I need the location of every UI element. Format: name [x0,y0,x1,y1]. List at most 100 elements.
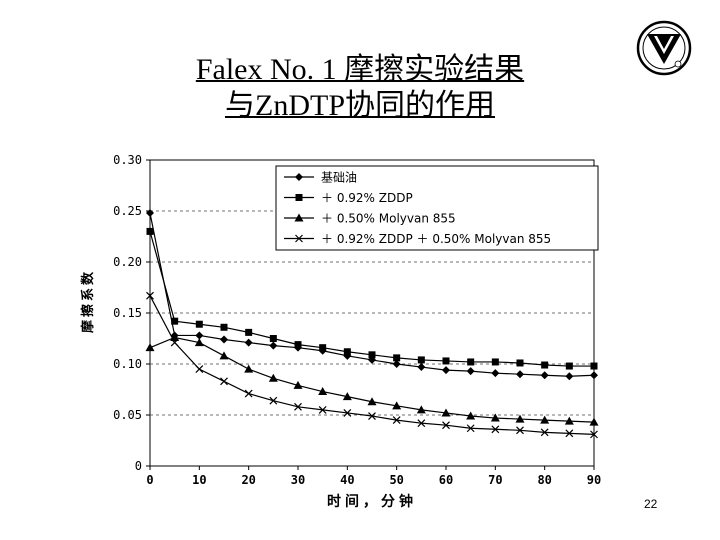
series-2-point [195,320,203,328]
series-3-point [342,392,352,401]
y-tick-label: 0.30 [113,153,142,167]
series-2-point [590,362,598,370]
x-tick-label: 0 [146,473,153,487]
x-tick-label: 80 [537,473,551,487]
series-3-point [145,343,155,352]
series-4-point [466,424,475,433]
series-4-point [516,426,524,435]
series-4-point [565,429,574,438]
series-4-point [392,416,401,425]
series-4-point [590,430,598,439]
series-1-point [392,360,401,368]
series-4-point [195,365,204,374]
y-tick-label: 0.20 [113,255,142,269]
legend-box [275,165,599,251]
series-2-point [565,362,573,370]
x-tick-label: 10 [192,473,206,487]
y-tick-label: 0.25 [113,204,142,218]
x-axis-label: 时间，分钟 [327,493,417,510]
page-number: 22 [644,497,658,511]
x-tick-label: 20 [241,473,255,487]
series-2-point [294,341,302,349]
series-2-point [491,358,499,366]
title-line-1: Falex No. 1 摩擦实验结果 [195,53,525,86]
series-1-point [244,338,253,347]
series-3-point [244,364,254,373]
series-4-point [170,338,179,347]
x-tick-label: 60 [439,473,453,487]
series-2-point [319,344,327,352]
series-1-point [565,372,574,381]
series-1-point [590,371,598,380]
legend-marker-2 [295,194,303,201]
series-1-point [516,370,524,379]
series-2-point [343,348,351,356]
series-2-point [368,351,376,359]
series-4-point [220,377,228,386]
x-tick-label: 30 [291,473,305,487]
legend-marker-4 [295,234,303,243]
legend-label-2: ＋ 0.92% ZDDP [321,191,413,205]
series-1-point [269,341,278,350]
series-4-point [294,402,302,411]
series-4-point [244,389,253,398]
series-line-4 [149,295,595,435]
series-line-3 [149,336,595,423]
series-3-point [194,338,204,347]
series-3-point [392,401,402,410]
series-2-point [516,359,524,367]
title-line-2: 与ZnDTP协同的作用 [225,89,495,122]
series-2-point [541,361,549,369]
series-2-point [171,317,179,325]
series-1-point [442,366,450,375]
y-tick-label: 0.15 [113,306,142,320]
series-3-point [441,408,451,417]
series-3-point [367,397,377,406]
series-4-point [318,405,327,414]
series-2-point [442,357,450,365]
series-2-point [245,328,253,336]
x-tick-label: 70 [488,473,502,487]
legend-label-4: ＋ 0.92% ZDDP ＋ 0.50% Molyvan 855 [321,232,551,246]
series-3-point [589,417,599,426]
series-3-point [466,411,476,420]
series-4-point [540,428,549,437]
series-4-point [442,421,450,430]
series-3-point [268,373,278,382]
x-tick-label: 40 [340,473,354,487]
series-1-point [146,209,154,218]
series-4-point [368,412,376,420]
series-2-point [393,354,401,362]
y-tick-label: 0.05 [113,408,142,422]
legend-marker-3 [294,213,304,222]
series-4-point [491,425,500,434]
y-tick-label: 0.10 [113,357,142,371]
x-tick-label: 90 [587,473,601,487]
slide-title: Falex No. 1 摩擦实验结果 与ZnDTP协同的作用 [140,52,580,124]
series-3-point [564,416,574,425]
series-2-point [269,335,277,342]
x-tick-label: 50 [389,473,403,487]
legend-label-3: ＋ 0.50% Molyvan 855 [321,212,456,226]
series-3-point [293,380,303,389]
series-1-point [466,367,475,376]
company-logo-icon [636,20,692,76]
legend-marker-1 [295,173,303,181]
y-tick-label: 0 [135,459,142,473]
series-4-point [269,396,278,405]
series-2-point [146,227,154,235]
series-2-point [467,358,475,366]
series-1-point [417,363,426,372]
series-3-point [219,351,229,360]
series-2-point [220,323,228,331]
series-3-point [515,414,525,423]
series-1-point [491,369,500,378]
series-3-point [540,415,550,424]
series-line-2 [149,231,594,367]
series-4-point [343,409,352,417]
y-axis-label: 摩擦系数 [80,269,96,333]
series-1-point [195,331,204,340]
legend-label-1: 基础油 [321,171,357,185]
series-1-point [220,335,228,344]
